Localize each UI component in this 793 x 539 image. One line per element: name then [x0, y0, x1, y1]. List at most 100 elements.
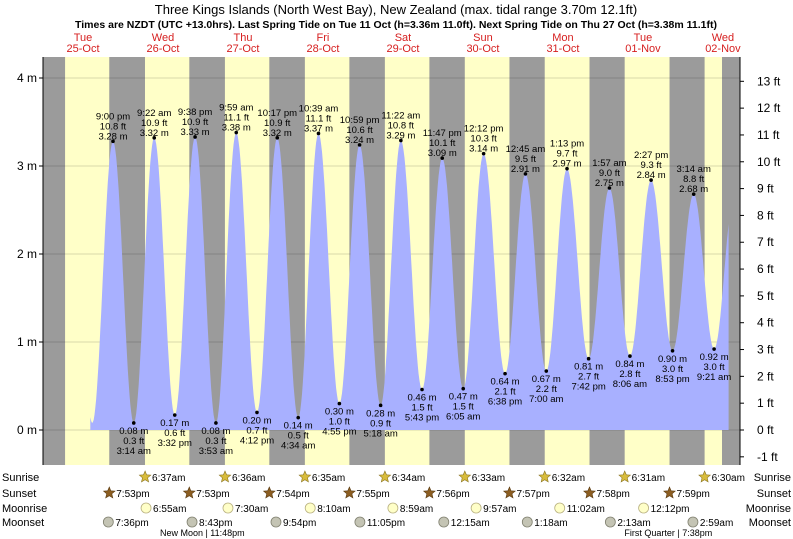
- astro-row-label-left: Moonrise: [2, 503, 47, 515]
- high-tide-time: 12:12 pm: [464, 124, 504, 135]
- sunrise-time: 6:36am: [232, 473, 265, 484]
- high-tide-m: 2.84 m: [637, 170, 666, 181]
- astro-row-label-right: Sunrise: [754, 472, 791, 484]
- high-tide-point: [275, 136, 280, 140]
- high-tide-point: [193, 135, 197, 139]
- high-tide-ft: 9.3 ft: [641, 160, 662, 171]
- moon-phase-label: New Moon | 11:48pm: [160, 528, 245, 538]
- low-tide-time: 7:00 am: [529, 394, 563, 405]
- moonrise-time: 7:30am: [235, 504, 268, 515]
- low-tide-ft: 2.7 ft: [578, 372, 599, 383]
- day-label-date: 26-Oct: [146, 43, 179, 55]
- high-tide-point: [440, 156, 445, 160]
- high-tide-ft: 11.1 ft: [306, 113, 332, 124]
- high-tide-time: 9:22 am: [137, 108, 171, 119]
- day-header: Tue25-OctWed26-OctThu27-OctFri28-OctSat2…: [66, 32, 741, 55]
- low-tide-point: [544, 369, 549, 373]
- high-tide-ft: 9.5 ft: [515, 154, 536, 165]
- left-tick-label: 1 m: [17, 335, 37, 349]
- moonset-time: 7:36pm: [115, 518, 148, 529]
- high-tide-time: 3:14 am: [677, 164, 711, 175]
- high-tide-ft: 10.9 ft: [264, 118, 291, 129]
- day-label-dow: Wed: [152, 32, 174, 44]
- high-tide-m: 3.24 m: [345, 135, 374, 146]
- high-tide-time: 9:00 pm: [96, 111, 130, 122]
- sunrise-time: 6:34am: [392, 473, 425, 484]
- low-tide-ft: 0.6 ft: [164, 428, 185, 439]
- day-label-dow: Sun: [473, 32, 493, 44]
- astro-row-label-right: Moonrise: [746, 503, 791, 515]
- moonrise-icon: [554, 502, 566, 514]
- day-label-dow: Thu: [233, 32, 252, 44]
- chart-title: Three Kings Islands (North West Bay), Ne…: [155, 2, 637, 17]
- left-margin: [0, 57, 43, 465]
- high-tide-m: 3.14 m: [469, 144, 498, 155]
- high-tide-ft: 10.1 ft: [429, 138, 456, 149]
- right-tick-label: 2 ft: [757, 369, 774, 383]
- low-tide-ft: 1.5 ft: [411, 403, 432, 414]
- low-tide-m: 0.67 m: [532, 374, 561, 385]
- high-tide-ft: 10.3 ft: [470, 134, 497, 145]
- high-tide-m: 3.33 m: [181, 127, 210, 138]
- low-tide-m: 0.81 m: [574, 362, 603, 373]
- high-tide-time: 11:22 am: [381, 110, 420, 121]
- low-tide-m: 0.20 m: [242, 415, 271, 426]
- low-tide-ft: 1.0 ft: [329, 417, 350, 428]
- high-tide-ft: 10.8 ft: [100, 121, 127, 132]
- day-label-dow: Wed: [712, 32, 734, 44]
- low-tide-point: [378, 403, 383, 408]
- sunrise-time: 6:35am: [312, 473, 345, 484]
- right-tick-label: 11 ft: [757, 128, 780, 142]
- high-tide-point: [111, 139, 115, 144]
- day-label-date: 01-Nov: [625, 43, 661, 55]
- low-tide-time: 6:38 pm: [488, 397, 522, 408]
- moonrise-time: 8:10am: [317, 504, 350, 515]
- astro-row-label-right: Sunset: [757, 488, 791, 500]
- moonset-icon: [604, 516, 616, 528]
- low-tide-m: 0.08 m: [201, 426, 230, 437]
- moonset-time: 11:05pm: [367, 518, 405, 529]
- low-tide-ft: 3.0 ft: [704, 362, 725, 373]
- high-tide-point: [607, 186, 612, 190]
- low-tide-m: 0.30 m: [325, 407, 354, 418]
- moon-phase-label: First Quarter | 7:38pm: [624, 528, 712, 538]
- astro-row-label-left: Moonset: [2, 517, 44, 529]
- sunset-star-icon: [182, 486, 196, 499]
- day-label-dow: Tue: [74, 32, 93, 44]
- day-label-date: 02-Nov: [705, 43, 741, 55]
- low-tide-ft: 0.7 ft: [246, 425, 267, 436]
- high-tide-ft: 10.6 ft: [346, 125, 373, 136]
- sunrise-star-icon: [538, 470, 552, 483]
- day-label-date: 27-Oct: [226, 43, 259, 55]
- low-tide-time: 8:06 am: [613, 379, 647, 390]
- high-tide-point: [357, 143, 362, 147]
- sunset-time: 7:58pm: [597, 489, 630, 500]
- sunset-time: 7:55pm: [356, 489, 389, 500]
- right-tick-label: 6 ft: [757, 262, 774, 276]
- day-label-date: 31-Oct: [546, 43, 579, 55]
- astro-row-label-left: Sunrise: [2, 472, 39, 484]
- high-tide-time: 10:59 pm: [340, 115, 380, 126]
- left-tick-label: 4 m: [17, 71, 37, 85]
- high-tide-time: 11:47 pm: [423, 128, 462, 139]
- high-tide-m: 2.91 m: [511, 164, 540, 175]
- low-tide-point: [131, 421, 136, 425]
- sunrise-time: 6:31am: [632, 473, 665, 484]
- high-tide-time: 1:13 pm: [550, 139, 584, 150]
- sunset-star-icon: [663, 486, 676, 499]
- tide-curve: [90, 132, 729, 430]
- high-tide-time: 10:39 am: [299, 103, 339, 114]
- low-tide-ft: 2.1 ft: [494, 387, 515, 398]
- high-tide-ft: 10.8 ft: [388, 120, 415, 131]
- sunrise-time: 6:37am: [152, 473, 185, 484]
- low-tide-m: 0.64 m: [491, 377, 520, 388]
- low-tide-ft: 1.5 ft: [453, 402, 474, 413]
- sunset-star-icon: [422, 486, 436, 499]
- low-tide-time: 4:55 pm: [322, 427, 356, 438]
- low-tide-point: [503, 371, 507, 376]
- high-tide-m: 3.28 m: [98, 131, 127, 142]
- low-tide-ft: 3.0 ft: [662, 364, 683, 375]
- sunset-time: 7:56pm: [436, 489, 469, 500]
- low-tide-time: 5:18 am: [363, 428, 397, 439]
